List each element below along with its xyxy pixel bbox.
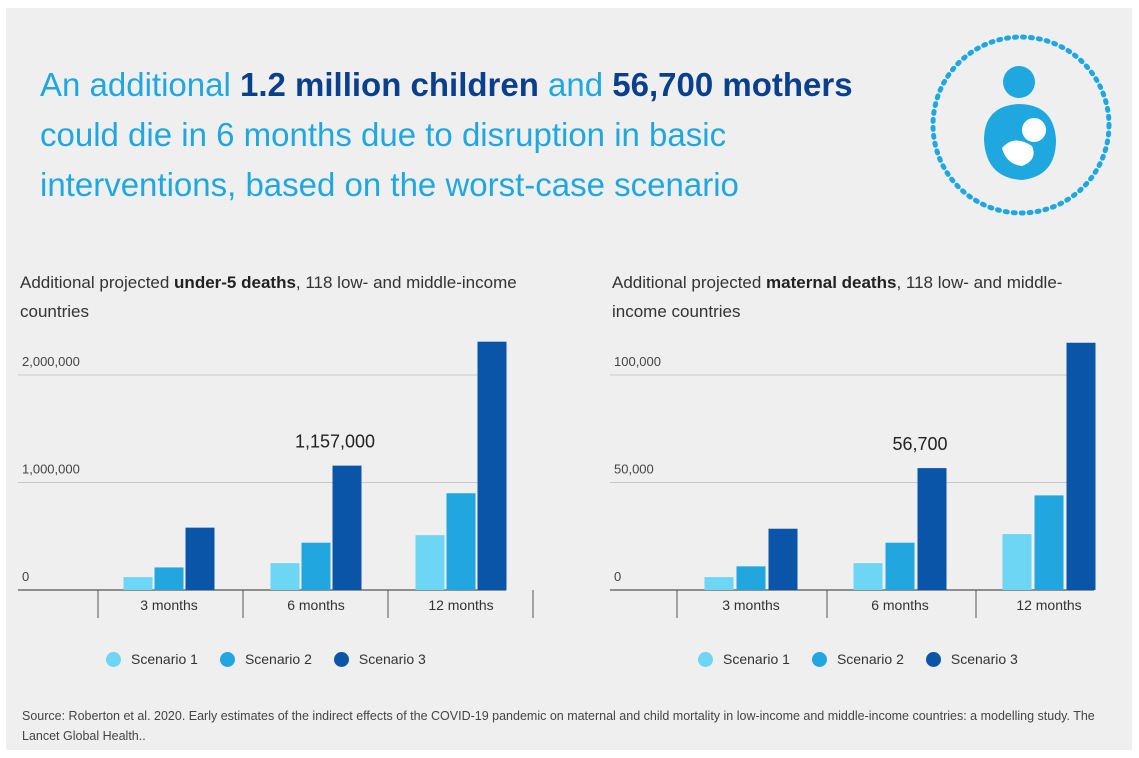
legend-item-scenario-3: Scenario 3 bbox=[333, 651, 426, 667]
chart-title-maternal-bold: maternal deaths bbox=[766, 273, 897, 292]
legend-item-scenario-2: Scenario 2 bbox=[811, 651, 904, 667]
legend-item-scenario-2: Scenario 2 bbox=[219, 651, 312, 667]
chart-title-under5-suffix: , 118 low- and middle-income countries bbox=[20, 273, 517, 321]
bar-scenario-1 bbox=[853, 563, 883, 590]
legend-swatch-scenario-1 bbox=[698, 651, 713, 667]
chart-title-maternal-suffix: , 118 low- and middle-income countries bbox=[612, 273, 1063, 321]
bar-scenario-2 bbox=[301, 542, 331, 590]
bar-scenario-3 bbox=[768, 528, 798, 590]
bar-scenario-2 bbox=[154, 567, 184, 590]
chart-title-maternal-prefix: Additional projected bbox=[612, 273, 767, 292]
headline-highlight-mothers: 56,700 mothers bbox=[612, 66, 853, 103]
x-tick-label: 3 months bbox=[140, 597, 198, 613]
legend-maternal: Scenario 1 Scenario 2 Scenario 3 bbox=[698, 648, 1040, 670]
y-tick-label: 2,000,000 bbox=[22, 354, 80, 369]
y-tick-label: 0 bbox=[614, 569, 621, 584]
data-label-annotation: 1,157,000 bbox=[295, 432, 375, 452]
legend-swatch-scenario-3 bbox=[925, 651, 941, 667]
chart-under5-deaths: 0 1,000,000 2,000,000 3 months 6 months 12 mo… bbox=[18, 341, 534, 618]
chart-maternal-deaths: 0 50,000 100,000 3 months 6 months 12 months 5… bbox=[610, 342, 1096, 618]
data-label-annotation: 56,700 bbox=[892, 434, 947, 454]
mother-breastfeeding-icon bbox=[930, 34, 1112, 216]
headline-text-3: could die in 6 months due to disruption … bbox=[40, 116, 739, 203]
bar-scenario-2 bbox=[1034, 495, 1064, 590]
legend-label-scenario-3: Scenario 3 bbox=[950, 651, 1018, 667]
legend-label-scenario-2: Scenario 2 bbox=[836, 651, 904, 667]
x-tick-label: 6 months bbox=[287, 597, 345, 613]
chart-title-under5: Additional projected under-5 deaths, 118… bbox=[20, 268, 520, 326]
bar-scenario-1 bbox=[270, 563, 300, 590]
bar-scenario-1 bbox=[415, 535, 445, 590]
legend-swatch-scenario-1 bbox=[106, 651, 121, 667]
legend-swatch-scenario-2 bbox=[811, 651, 827, 667]
legend-swatch-scenario-3 bbox=[333, 651, 349, 667]
headline-highlight-children: 1.2 million children bbox=[239, 66, 539, 103]
bar-scenario-1 bbox=[704, 577, 734, 590]
y-tick-label: 1,000,000 bbox=[22, 462, 80, 477]
headline: An additional 1.2 million children and 5… bbox=[40, 60, 920, 210]
bar-scenario-2 bbox=[736, 566, 766, 590]
chart-title-under5-bold: under-5 deaths bbox=[174, 273, 296, 292]
x-tick-label: 12 months bbox=[428, 597, 493, 613]
bar-scenario-3 bbox=[1066, 342, 1096, 590]
bar-scenario-3 bbox=[332, 465, 362, 590]
legend-label-scenario-3: Scenario 3 bbox=[358, 651, 426, 667]
bar-scenario-3 bbox=[477, 341, 507, 590]
legend-item-scenario-1: Scenario 1 bbox=[106, 651, 198, 667]
bar-scenario-3 bbox=[185, 527, 215, 590]
chart-title-under5-prefix: Additional projected bbox=[20, 273, 175, 292]
y-tick-label: 50,000 bbox=[614, 462, 654, 477]
legend-item-scenario-1: Scenario 1 bbox=[698, 651, 790, 667]
legend-label-scenario-1: Scenario 1 bbox=[723, 651, 790, 667]
infographic-card: An additional 1.2 million children and 5… bbox=[6, 8, 1132, 750]
bar-scenario-1 bbox=[1002, 534, 1032, 590]
bar-scenario-1 bbox=[123, 577, 153, 590]
bar-scenario-2 bbox=[446, 493, 476, 590]
headline-text-2: and bbox=[538, 66, 613, 103]
x-tick-label: 6 months bbox=[871, 597, 929, 613]
legend-label-scenario-1: Scenario 1 bbox=[131, 651, 198, 667]
legend-label-scenario-2: Scenario 2 bbox=[244, 651, 312, 667]
bar-scenario-2 bbox=[885, 542, 915, 590]
headline-text-1: An additional bbox=[40, 66, 240, 103]
x-tick-label: 12 months bbox=[1016, 597, 1081, 613]
legend-item-scenario-3: Scenario 3 bbox=[925, 651, 1018, 667]
legend-under5: Scenario 1 Scenario 2 Scenario 3 bbox=[106, 648, 448, 670]
y-tick-label: 100,000 bbox=[614, 354, 661, 369]
x-tick-label: 3 months bbox=[722, 597, 780, 613]
bar-scenario-3 bbox=[917, 468, 947, 590]
source-note: Source: Roberton et al. 2020. Early esti… bbox=[22, 709, 1095, 743]
y-tick-label: 0 bbox=[22, 569, 29, 584]
legend-swatch-scenario-2 bbox=[219, 651, 235, 667]
chart-title-maternal: Additional projected maternal deaths, 11… bbox=[612, 268, 1112, 326]
